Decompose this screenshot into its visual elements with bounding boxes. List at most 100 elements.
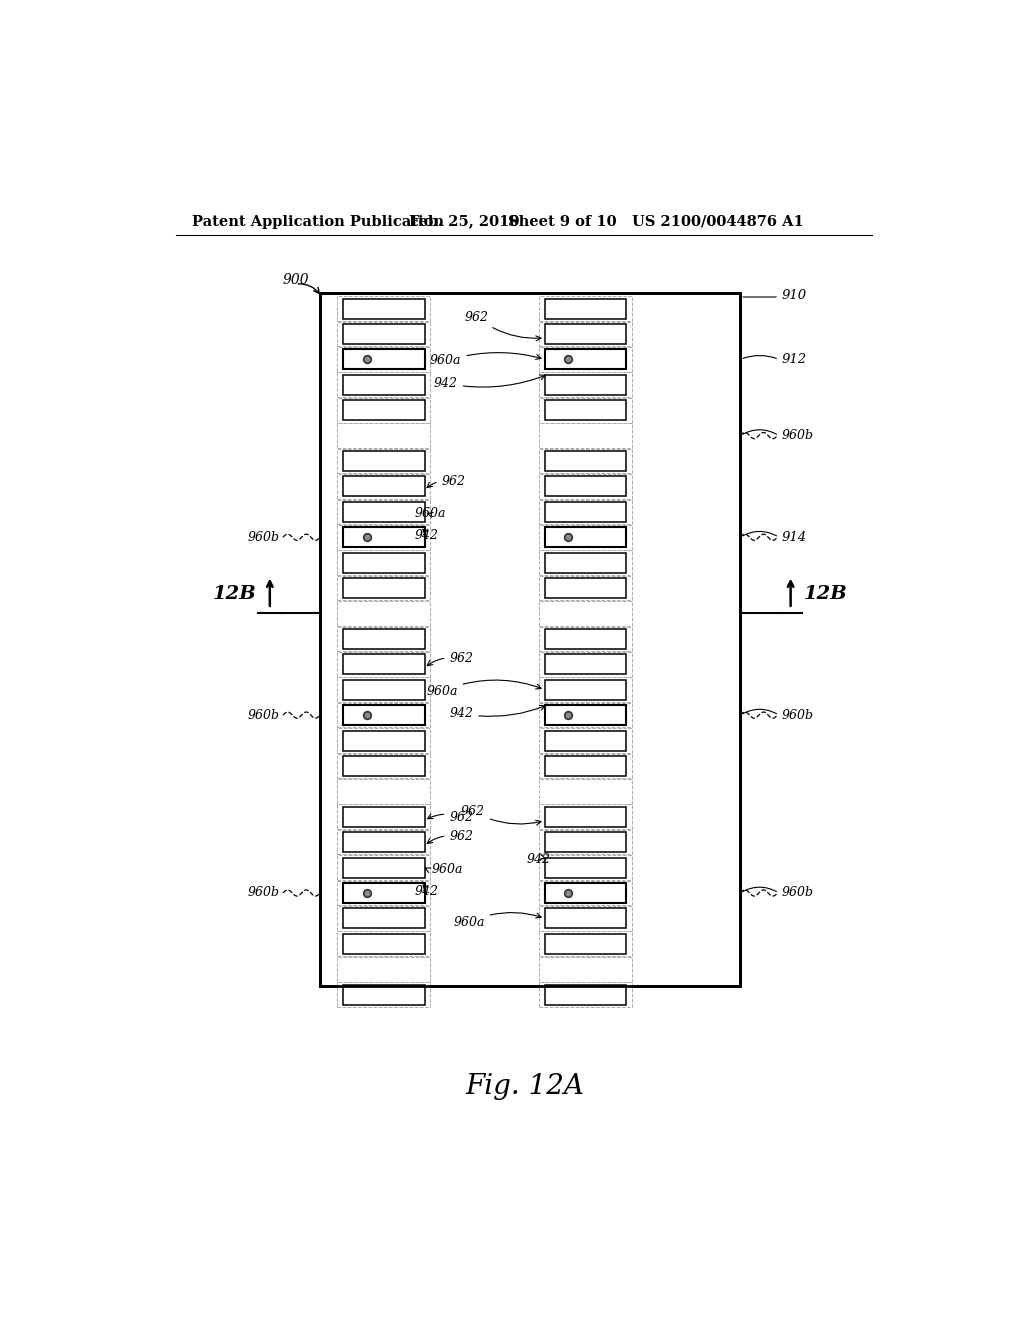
Bar [337,830,430,854]
Bar [545,400,627,420]
Bar [545,553,627,573]
Bar [539,424,632,447]
Bar [337,652,430,677]
Text: 960b: 960b [781,887,813,899]
Bar [337,880,430,906]
Bar [337,525,430,549]
Bar [539,601,632,626]
Bar [539,474,632,499]
Bar [343,502,425,521]
Bar [545,680,627,700]
Bar [539,677,632,702]
Text: 942: 942 [434,375,545,389]
Bar [343,400,425,420]
Text: 910: 910 [781,289,807,302]
Text: 960a: 960a [454,912,541,929]
Bar [343,323,425,345]
Text: 912: 912 [781,352,807,366]
Bar [545,578,627,598]
Bar [545,451,627,471]
Bar [337,296,430,321]
Bar [545,655,627,675]
Bar [343,350,425,370]
Bar [545,477,627,496]
Bar [545,832,627,853]
Bar [337,677,430,702]
Bar [539,372,632,397]
Bar [545,756,627,776]
Text: 12B: 12B [213,585,257,603]
Bar [545,298,627,318]
Bar [337,855,430,880]
Text: Patent Application Publication: Patent Application Publication [191,215,443,228]
Bar [343,477,425,496]
Text: 900: 900 [283,273,309,286]
Bar [539,627,632,651]
Bar [337,957,430,982]
Text: Sheet 9 of 10: Sheet 9 of 10 [508,215,616,228]
Text: 942: 942 [415,884,438,898]
Bar [337,932,430,956]
Bar [545,908,627,928]
Text: 962: 962 [461,805,541,825]
Text: 942: 942 [450,705,545,721]
Bar [343,756,425,776]
Text: 914: 914 [781,531,807,544]
Bar [343,883,425,903]
Bar [343,553,425,573]
Text: 962: 962 [465,310,541,341]
Bar [343,680,425,700]
Bar [337,449,430,474]
Bar [539,449,632,474]
Bar [337,424,430,447]
Text: 960a: 960a [426,680,541,698]
Bar [337,576,430,601]
Bar [545,730,627,751]
Bar [545,858,627,878]
Bar [337,627,430,651]
Bar [539,499,632,524]
Bar [321,293,740,986]
Bar [545,985,627,1005]
Bar [539,702,632,727]
Bar [539,525,632,549]
Bar [337,754,430,779]
Bar [337,804,430,829]
Bar [539,880,632,906]
Text: 960b: 960b [248,887,280,899]
Bar [545,350,627,370]
Bar [545,502,627,521]
Bar [343,807,425,826]
Bar [337,474,430,499]
Text: 942: 942 [415,529,438,543]
Bar [337,397,430,422]
Bar [539,550,632,576]
Bar [545,807,627,826]
Bar [337,550,430,576]
Text: 960a: 960a [415,507,446,520]
Bar [337,347,430,372]
Text: 960b: 960b [781,709,813,722]
Bar [337,906,430,931]
Text: 960a: 960a [425,862,463,875]
Bar [539,830,632,854]
Bar [545,375,627,395]
Text: Fig. 12A: Fig. 12A [465,1073,585,1100]
Text: 960b: 960b [781,429,813,442]
Bar [337,729,430,752]
Bar [343,578,425,598]
Bar [545,628,627,649]
Bar [545,527,627,548]
Text: 962: 962 [427,652,473,665]
Bar [321,293,740,986]
Bar [337,372,430,397]
Bar [539,932,632,956]
Bar [343,628,425,649]
Bar [539,322,632,346]
Text: 960b: 960b [248,709,280,722]
Text: 962: 962 [428,810,473,824]
Bar [343,985,425,1005]
Text: 962: 962 [427,830,473,843]
Bar [343,705,425,725]
Bar [343,730,425,751]
